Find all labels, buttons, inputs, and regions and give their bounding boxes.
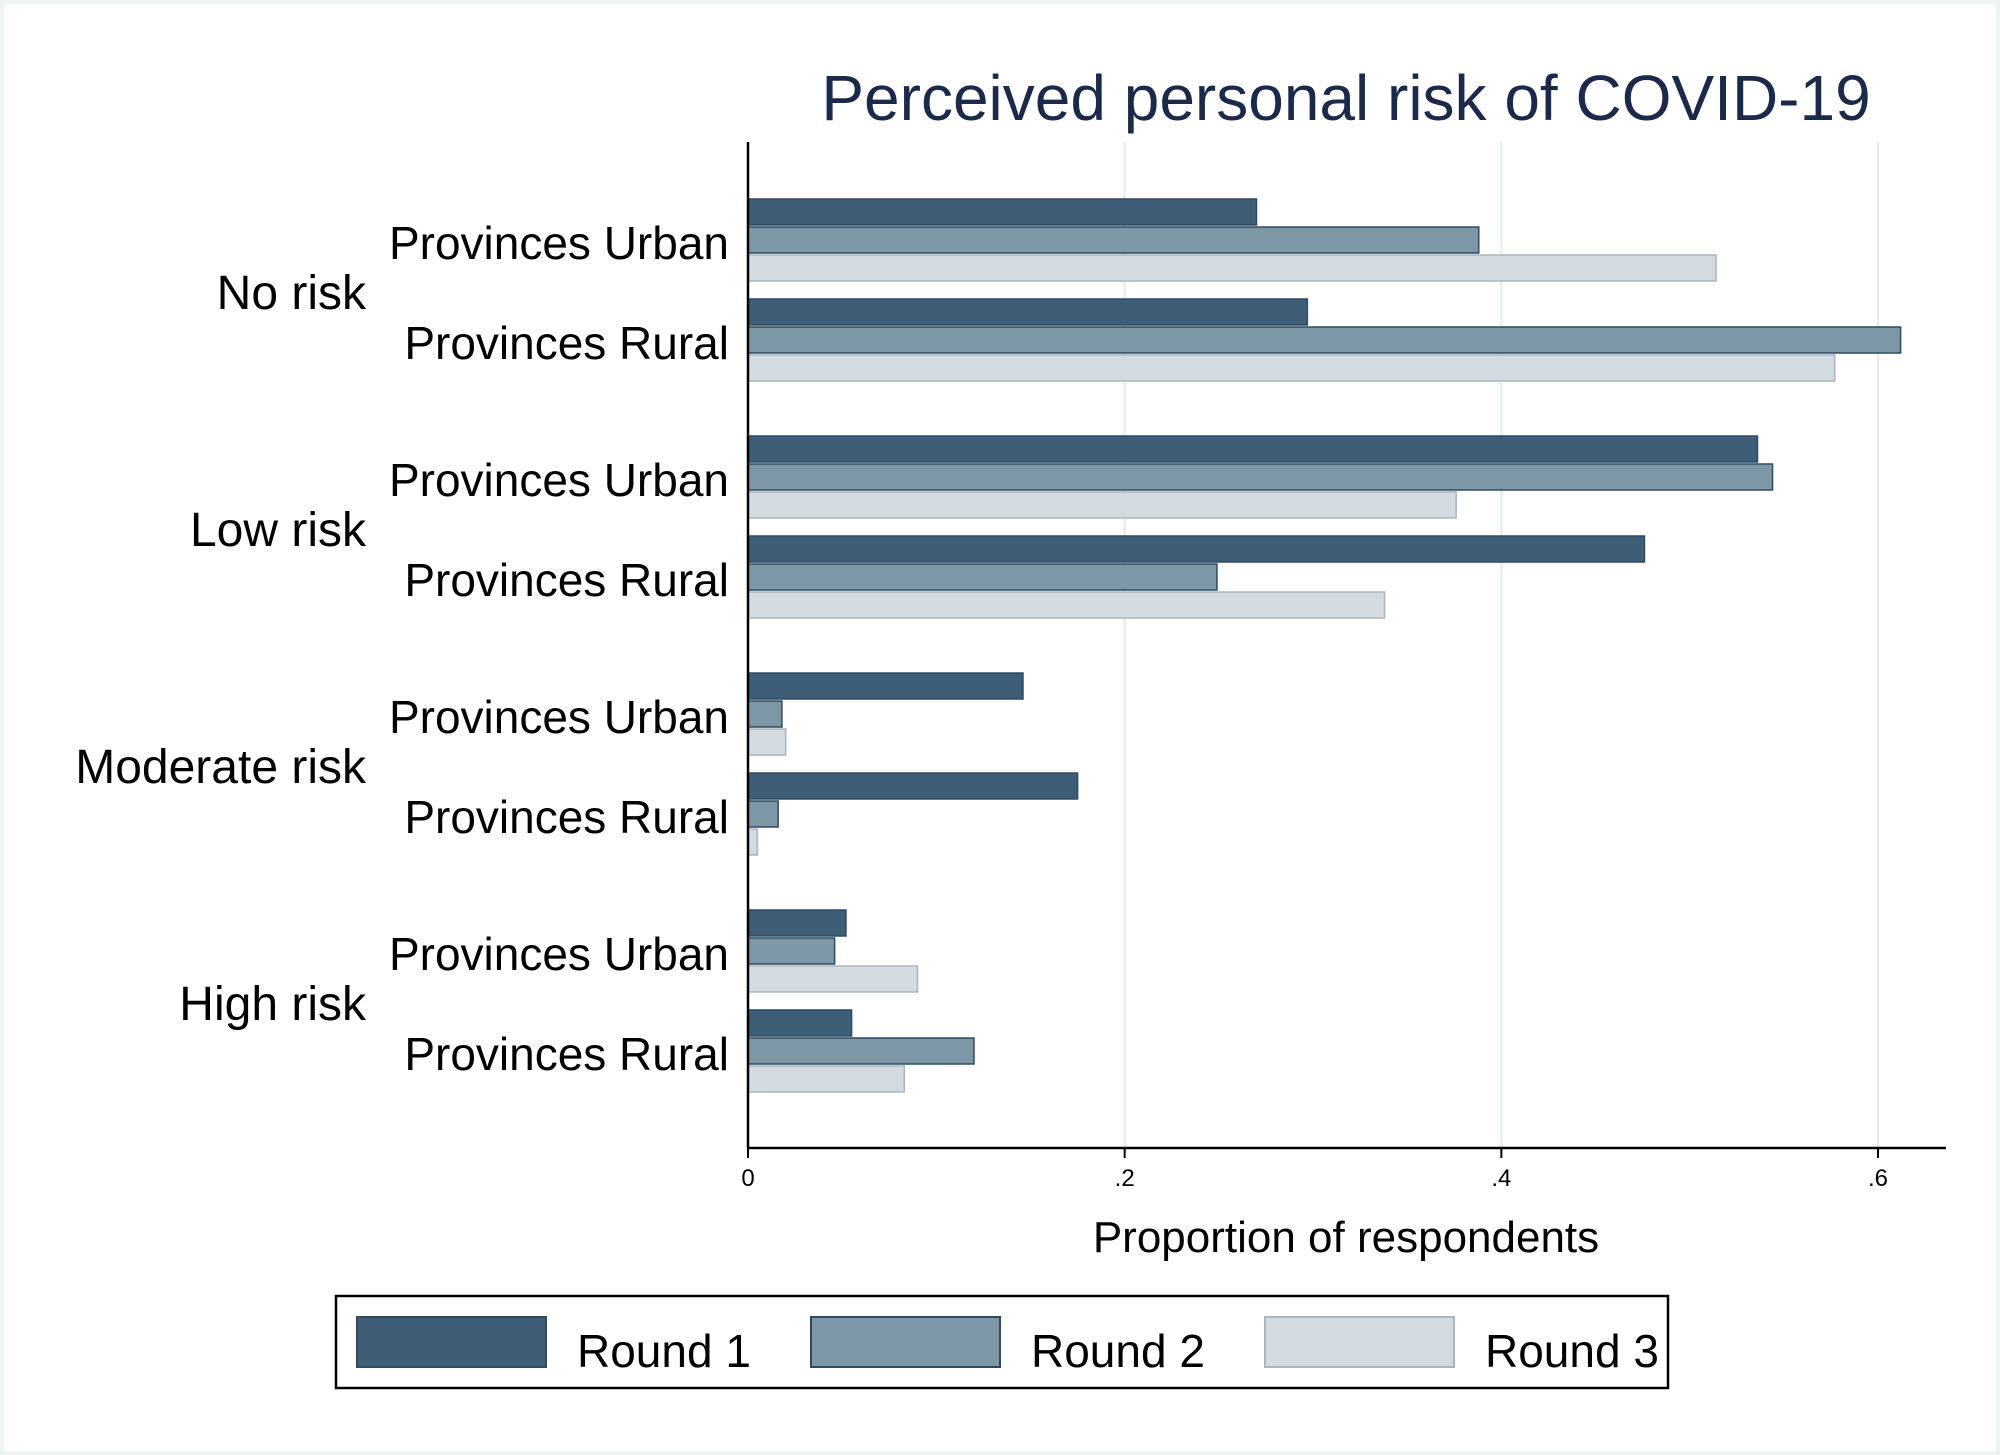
x-tick-label: .2 — [1115, 1165, 1135, 1192]
x-tick-label: .6 — [1868, 1165, 1888, 1192]
subcategory-label: Provinces Urban — [389, 454, 729, 506]
bar-low-risk-provinces-urban-round-3 — [747, 491, 1457, 519]
bar-low-risk-provinces-urban-round-1 — [747, 435, 1759, 463]
bar-no-risk-provinces-rural-round-2 — [747, 326, 1902, 354]
group-label-high-risk: High risk — [179, 978, 367, 1031]
subcategory-label: Provinces Rural — [404, 317, 729, 369]
x-axis-title: Proportion of respondents — [1093, 1213, 1599, 1262]
bar-no-risk-provinces-urban-round-2 — [747, 226, 1480, 254]
bar-high-risk-provinces-urban-round-3 — [747, 965, 919, 993]
bar-low-risk-provinces-urban-round-2 — [747, 463, 1774, 491]
bar-high-risk-provinces-rural-round-2 — [747, 1037, 975, 1065]
bar-high-risk-provinces-rural-round-3 — [747, 1065, 906, 1093]
bar-moderate-risk-provinces-urban-round-3 — [747, 728, 787, 756]
bar-no-risk-provinces-rural-round-1 — [747, 298, 1309, 326]
legend-label-round-2: Round 2 — [1031, 1325, 1205, 1377]
legend-label-round-3: Round 3 — [1485, 1325, 1659, 1377]
subcategory-label: Provinces Urban — [389, 691, 729, 743]
bar-low-risk-provinces-rural-round-1 — [747, 535, 1646, 563]
x-tick-label: .4 — [1491, 1165, 1511, 1192]
chart-svg: Perceived personal risk of COVID-19 0 .2.… — [75, 62, 1946, 1390]
bar-no-risk-provinces-urban-round-3 — [747, 254, 1717, 282]
category-labels: Provinces Urban Provinces Rural No risk Pro… — [75, 217, 729, 1080]
axes: 0 .2 .4 .6 — [741, 142, 1946, 1192]
bar-moderate-risk-provinces-rural-round-3 — [747, 828, 759, 856]
subcategory-label: Provinces Rural — [404, 554, 729, 606]
legend: Round 1 Round 2 Round 3 — [334, 1294, 1670, 1390]
legend-swatch-round-1 — [356, 1316, 547, 1368]
bar-no-risk-provinces-urban-round-1 — [747, 198, 1258, 226]
subcategory-label: Provinces Urban — [389, 217, 729, 269]
group-label-no-risk: No risk — [217, 267, 367, 320]
bar-high-risk-provinces-urban-round-1 — [747, 909, 847, 937]
legend-swatch-round-2 — [810, 1316, 1001, 1368]
bar-high-risk-provinces-urban-round-2 — [747, 937, 836, 965]
bar-moderate-risk-provinces-rural-round-1 — [747, 772, 1079, 800]
bar-moderate-risk-provinces-urban-round-1 — [747, 672, 1024, 700]
bar-low-risk-provinces-rural-round-3 — [747, 591, 1386, 619]
legend-label-round-1: Round 1 — [577, 1325, 751, 1377]
bars — [747, 198, 1902, 1093]
bar-moderate-risk-provinces-rural-round-2 — [747, 800, 779, 828]
gridlines — [1123, 142, 1879, 1148]
group-label-moderate-risk: Moderate risk — [75, 741, 367, 794]
chart-frame: Perceived personal risk of COVID-19 0 .2.… — [4, 4, 1996, 1451]
bar-high-risk-provinces-rural-round-1 — [747, 1009, 853, 1037]
chart-title: Perceived personal risk of COVID-19 — [821, 62, 1870, 134]
subcategory-label: Provinces Rural — [404, 791, 729, 843]
bar-no-risk-provinces-rural-round-3 — [747, 354, 1836, 382]
legend-swatch-round-3 — [1264, 1316, 1455, 1368]
subcategory-label: Provinces Urban — [389, 928, 729, 980]
subcategory-label: Provinces Rural — [404, 1028, 729, 1080]
x-tick-label: 0 — [741, 1165, 754, 1192]
bar-moderate-risk-provinces-urban-round-2 — [747, 700, 783, 728]
group-label-low-risk: Low risk — [190, 504, 367, 557]
bar-low-risk-provinces-rural-round-2 — [747, 563, 1218, 591]
